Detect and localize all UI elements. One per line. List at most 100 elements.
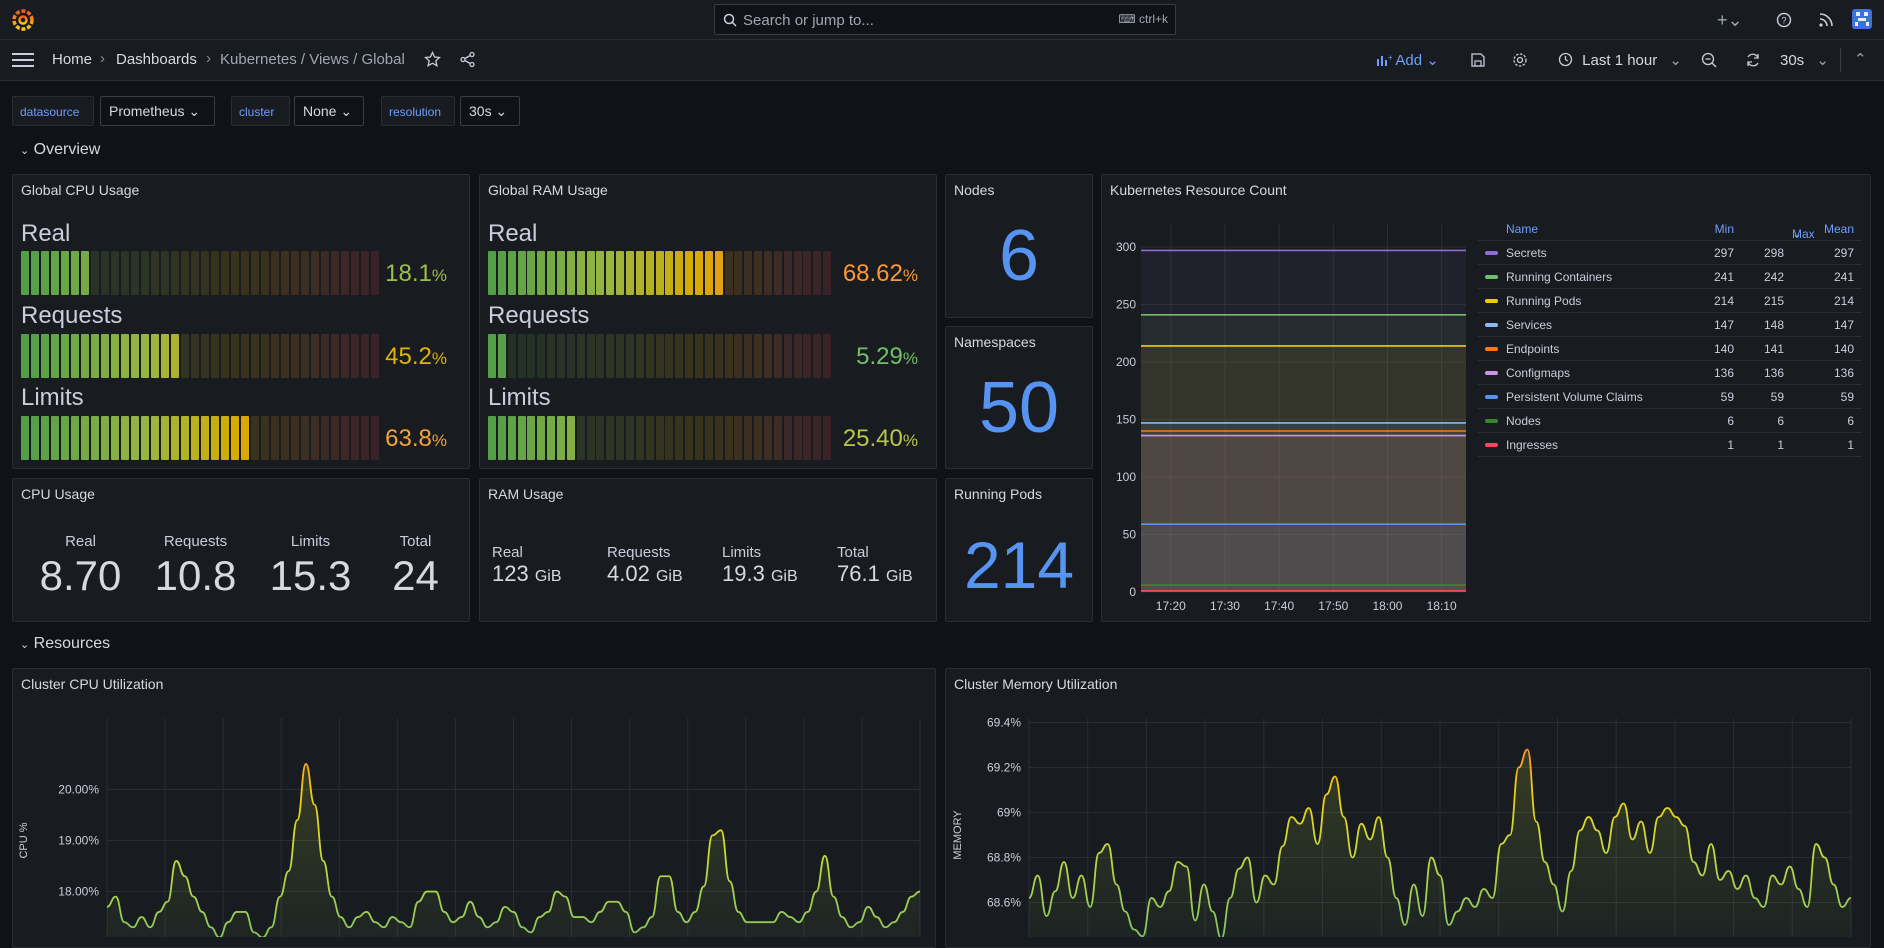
time-range-picker[interactable]: Last 1 hour ⌄ (1558, 51, 1682, 69)
gauge-segment (576, 251, 585, 295)
legend-item[interactable]: Secrets 297 298 297 (1478, 241, 1862, 265)
chevron-down-icon: ⌄ (1816, 52, 1829, 69)
gauge-number: 68.62 (842, 260, 903, 287)
gauge-segment (271, 416, 279, 460)
stat-limits: Limits 15.3 (253, 533, 368, 600)
gauge-value-limits: 63.8% (385, 425, 447, 453)
gauge-segment (586, 416, 595, 460)
gauge-segment (221, 251, 229, 295)
gauge-segment (744, 416, 753, 460)
legend-header-min[interactable]: Min (1714, 222, 1734, 236)
keyboard-icon: ⌨ (1118, 12, 1139, 26)
breadcrumb-dashboards[interactable]: Dashboards (116, 51, 197, 68)
legend-header-name[interactable]: Name (1506, 222, 1539, 236)
gauge-segment (101, 334, 109, 378)
gauge-segment (813, 416, 822, 460)
y-tick-label: 0 (1129, 585, 1136, 599)
legend-item[interactable]: Services 147 148 147 (1478, 313, 1862, 337)
gauge-segment (171, 334, 179, 378)
avatar[interactable] (1852, 9, 1872, 29)
gauge-segment (181, 416, 189, 460)
x-tick-label: 18:00 (1372, 599, 1402, 613)
legend-item[interactable]: Running Containers 241 242 241 (1478, 265, 1862, 289)
panel-title: Kubernetes Resource Count (1110, 182, 1287, 198)
legend-header-mean[interactable]: Mean (1823, 222, 1854, 236)
gauge-segment (111, 416, 119, 460)
variable-cluster-select[interactable]: None ⌄ (294, 96, 364, 126)
gauge-segment (181, 251, 189, 295)
gauge-label-real: Real (488, 220, 538, 247)
breadcrumb-home[interactable]: Home (52, 51, 93, 68)
legend-item[interactable]: Configmaps 136 136 136 (1478, 361, 1862, 385)
gauge-segment (291, 416, 299, 460)
gauge-segment (161, 334, 169, 378)
share-icon[interactable] (459, 51, 476, 68)
gauge-segment (291, 251, 299, 295)
variable-resolution-label: resolution (381, 96, 455, 126)
legend-name: Nodes (1506, 414, 1541, 428)
gauge-segment (616, 251, 625, 295)
refresh-interval-picker[interactable]: 30s ⌄ (1780, 51, 1829, 69)
settings-gear-icon[interactable] (1512, 52, 1528, 68)
gauge-segment (291, 334, 299, 378)
nav-bar (0, 40, 1884, 81)
y-tick-label: 69.2% (987, 761, 1021, 775)
variable-resolution-select[interactable]: 30s ⌄ (460, 96, 520, 126)
variable-datasource-select[interactable]: Prometheus ⌄ (100, 96, 215, 126)
row-overview-toggle[interactable]: ⌄ Overview (20, 141, 100, 159)
zoom-out-icon[interactable] (1701, 52, 1717, 68)
news-rss-icon[interactable] (1818, 12, 1834, 28)
bar-gauge-limits (488, 416, 833, 460)
gauge-value-real: 68.62% (843, 260, 918, 288)
search-input[interactable]: Search or jump to... ⌨ ctrl+k (714, 4, 1176, 35)
gauge-segment (626, 334, 634, 378)
gauge-segment (655, 251, 664, 295)
legend-item[interactable]: Running Pods 214 215 214 (1478, 289, 1862, 313)
gauge-segment (361, 251, 369, 295)
gauge-segment (21, 416, 29, 460)
chevron-up-icon[interactable]: ⌃ (1854, 51, 1867, 68)
grafana-logo-icon[interactable] (11, 8, 35, 32)
star-icon[interactable] (424, 51, 441, 68)
refresh-icon[interactable] (1745, 52, 1761, 68)
gauge-segment (488, 416, 496, 460)
add-panel-icon: + (1377, 53, 1393, 66)
gauge-number: 45.2 (385, 343, 432, 370)
add-button[interactable]: + Add ⌄ (1376, 51, 1439, 69)
row-resources-toggle[interactable]: ⌄ Resources (20, 635, 110, 653)
menu-icon[interactable] (12, 51, 34, 69)
gauge-segment (695, 416, 703, 460)
gauge-segment (823, 251, 832, 295)
gauge-segment (41, 251, 49, 295)
gauge-segment (635, 251, 644, 295)
legend-item[interactable]: Persistent Volume Claims 59 59 59 (1478, 385, 1862, 409)
resource-count-legend: Name Min Max ⌄ Mean Secrets 297 298 297 Runn… (1478, 217, 1862, 457)
new-plus-icon[interactable]: +⌄ (1717, 10, 1743, 30)
gauge-segment (783, 416, 792, 460)
panel-global-ram-usage: Global RAM Usage Real 68.62% Requests 5.… (479, 174, 937, 469)
x-tick-label: 17:30 (1210, 599, 1240, 613)
gauge-segment (566, 334, 575, 378)
legend-item[interactable]: Nodes 6 6 6 (1478, 409, 1862, 433)
gauge-segment (61, 416, 69, 460)
panel-nodes: Nodes 6 (945, 174, 1093, 318)
legend-rows: Secrets 297 298 297 Running Containers 241 242… (1478, 241, 1862, 457)
y-tick-label: 69% (997, 806, 1021, 820)
gauge-unit: % (431, 431, 447, 450)
legend-item[interactable]: Endpoints 140 141 140 (1478, 337, 1862, 361)
gauge-segment (813, 334, 822, 378)
gauge-segment (81, 334, 89, 378)
y-tick-label: 20.00% (58, 782, 99, 796)
help-icon[interactable]: ? (1776, 12, 1792, 28)
gauge-segment (823, 416, 832, 460)
gauge-segment (211, 251, 219, 295)
x-tick-label: 17:20 (1156, 599, 1186, 613)
legend-swatch (1485, 275, 1498, 279)
legend-item[interactable]: Ingresses 1 1 1 (1478, 433, 1862, 457)
avatar-pattern-icon (1855, 12, 1869, 26)
stat-value: 15.3 (269, 552, 352, 599)
stat-unit: GiB (655, 568, 683, 585)
gauge-segment (557, 334, 565, 378)
save-icon[interactable] (1470, 52, 1486, 68)
legend-min: 147 (1713, 318, 1734, 332)
